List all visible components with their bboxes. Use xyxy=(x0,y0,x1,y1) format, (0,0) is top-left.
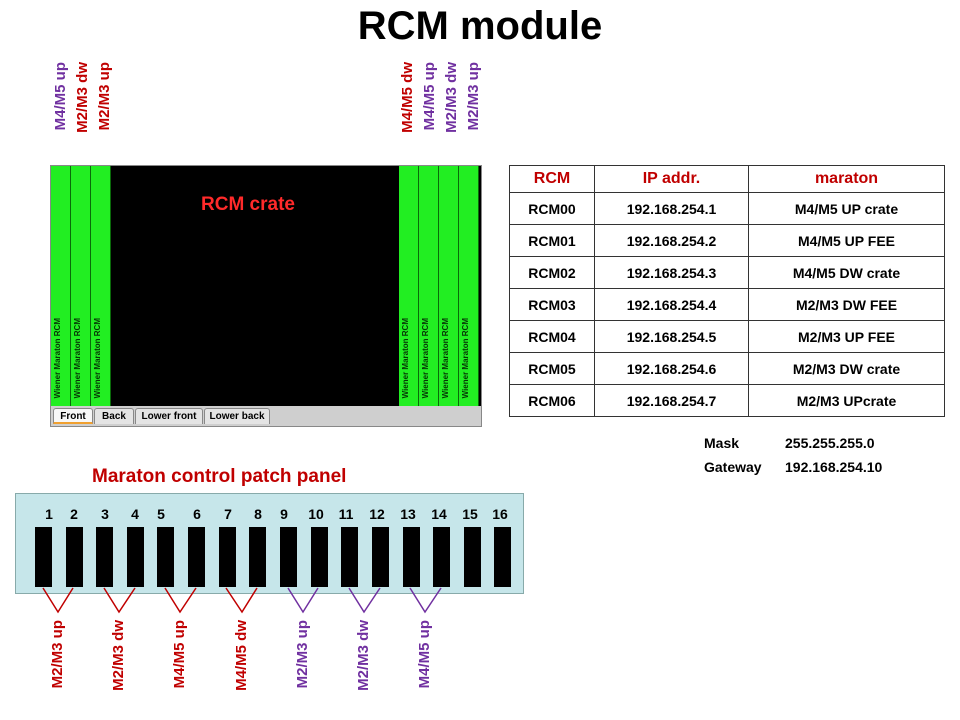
table-row: RCM03 192.168.254.4 M2/M3 DW FEE xyxy=(509,288,945,321)
bottom-label-3: M4/M5 up xyxy=(171,620,188,689)
cell-rcm: RCM00 xyxy=(509,192,595,225)
port-number: 8 xyxy=(254,506,262,522)
bottom-label-2: M2/M3 dw xyxy=(110,620,127,691)
header-maraton: maraton xyxy=(748,165,945,193)
bottom-label-6: M2/M3 dw xyxy=(355,620,372,691)
port-number: 10 xyxy=(308,506,324,522)
cell-rcm: RCM01 xyxy=(509,224,595,257)
table-row: RCM02 192.168.254.3 M4/M5 DW crate xyxy=(509,256,945,289)
patch-port xyxy=(35,527,52,587)
patch-port xyxy=(127,527,144,587)
patch-port xyxy=(341,527,358,587)
rcm-module-slot: Wiener Maraton RCM xyxy=(91,166,111,406)
patch-port xyxy=(403,527,420,587)
crate-title: RCM crate xyxy=(201,194,295,215)
pair-connector xyxy=(348,587,381,614)
patch-port xyxy=(464,527,481,587)
cell-ip: 192.168.254.6 xyxy=(594,352,749,385)
patch-port xyxy=(494,527,511,587)
mask-value: 255.255.255.0 xyxy=(785,435,875,451)
tab-back[interactable]: Back xyxy=(94,408,134,424)
cell-maraton: M4/M5 UP crate xyxy=(748,192,945,225)
crate-view-tabs: Front Back Lower front Lower back xyxy=(51,406,481,426)
patch-port xyxy=(311,527,328,587)
page-title: RCM module xyxy=(357,4,603,48)
mask-label: Mask xyxy=(704,435,740,451)
port-number: 2 xyxy=(70,506,78,522)
cell-maraton: M4/M5 DW crate xyxy=(748,256,945,289)
table-row: RCM06 192.168.254.7 M2/M3 UPcrate xyxy=(509,384,945,417)
cell-maraton: M2/M3 UP FEE xyxy=(748,320,945,353)
cell-maraton: M2/M3 DW FEE xyxy=(748,288,945,321)
port-number: 7 xyxy=(224,506,232,522)
port-number: 1 xyxy=(45,506,53,522)
pair-connector xyxy=(287,587,319,614)
pair-connector xyxy=(164,587,197,614)
patch-port xyxy=(249,527,266,587)
rcm-module-slot: Wiener Maraton RCM xyxy=(51,166,71,406)
tab-front[interactable]: Front xyxy=(53,408,93,424)
patch-port xyxy=(372,527,389,587)
cell-rcm: RCM06 xyxy=(509,384,595,417)
port-number: 13 xyxy=(400,506,416,522)
port-number: 9 xyxy=(280,506,288,522)
rcm-crate-panel: Wiener Maraton RCM Wiener Maraton RCM Wi… xyxy=(50,165,482,427)
cell-maraton: M2/M3 DW crate xyxy=(748,352,945,385)
table-row: RCM00 192.168.254.1 M4/M5 UP crate xyxy=(509,192,945,225)
rcm-address-table: RCM IP addr. maraton RCM00 192.168.254.1… xyxy=(509,165,945,417)
patch-port xyxy=(66,527,83,587)
pair-connector xyxy=(42,587,74,614)
cell-ip: 192.168.254.2 xyxy=(594,224,749,257)
rcm-module-slot: Wiener Maraton RCM xyxy=(399,166,419,406)
bottom-label-7: M4/M5 up xyxy=(416,620,433,689)
table-row: RCM05 192.168.254.6 M2/M3 DW crate xyxy=(509,352,945,385)
port-number: 4 xyxy=(131,506,139,522)
pair-connector xyxy=(409,587,442,614)
port-number: 6 xyxy=(193,506,201,522)
header-ip: IP addr. xyxy=(594,165,749,193)
rcm-module-slot: Wiener Maraton RCM xyxy=(459,166,479,406)
gateway-label: Gateway xyxy=(704,459,762,475)
port-number: 16 xyxy=(492,506,508,522)
cell-ip: 192.168.254.7 xyxy=(594,384,749,417)
port-number: 14 xyxy=(431,506,447,522)
gateway-value: 192.168.254.10 xyxy=(785,459,883,475)
rcm-module-slot: Wiener Maraton RCM xyxy=(71,166,91,406)
cell-maraton: M2/M3 UPcrate xyxy=(748,384,945,417)
tab-lower-front[interactable]: Lower front xyxy=(135,408,203,424)
port-number: 12 xyxy=(369,506,385,522)
table-row: RCM04 192.168.254.5 M2/M3 UP FEE xyxy=(509,320,945,353)
patch-port xyxy=(157,527,174,587)
pair-connector xyxy=(103,587,136,614)
pair-connector xyxy=(225,587,258,614)
patch-port xyxy=(188,527,205,587)
rcm-module-slot: Wiener Maraton RCM xyxy=(419,166,439,406)
bottom-label-4: M4/M5 dw xyxy=(233,620,250,691)
patch-port xyxy=(96,527,113,587)
bottom-label-5: M2/M3 up xyxy=(294,620,311,689)
port-number: 15 xyxy=(462,506,478,522)
cell-maraton: M4/M5 UP FEE xyxy=(748,224,945,257)
tab-lower-back[interactable]: Lower back xyxy=(204,408,270,424)
patch-port xyxy=(280,527,297,587)
rcm-module-slot: Wiener Maraton RCM xyxy=(439,166,459,406)
patch-panel-title: Maraton control patch panel xyxy=(92,466,347,487)
port-number: 5 xyxy=(157,506,165,522)
bottom-label-1: M2/M3 up xyxy=(49,620,66,689)
cell-ip: 192.168.254.1 xyxy=(594,192,749,225)
port-number: 3 xyxy=(101,506,109,522)
table-row: RCM01 192.168.254.2 M4/M5 UP FEE xyxy=(509,224,945,257)
patch-port xyxy=(219,527,236,587)
cell-rcm: RCM04 xyxy=(509,320,595,353)
patch-panel: 1 2 3 4 5 6 7 8 9 10 11 12 13 14 15 16 xyxy=(15,493,524,594)
port-number: 11 xyxy=(338,506,354,522)
patch-port xyxy=(433,527,450,587)
